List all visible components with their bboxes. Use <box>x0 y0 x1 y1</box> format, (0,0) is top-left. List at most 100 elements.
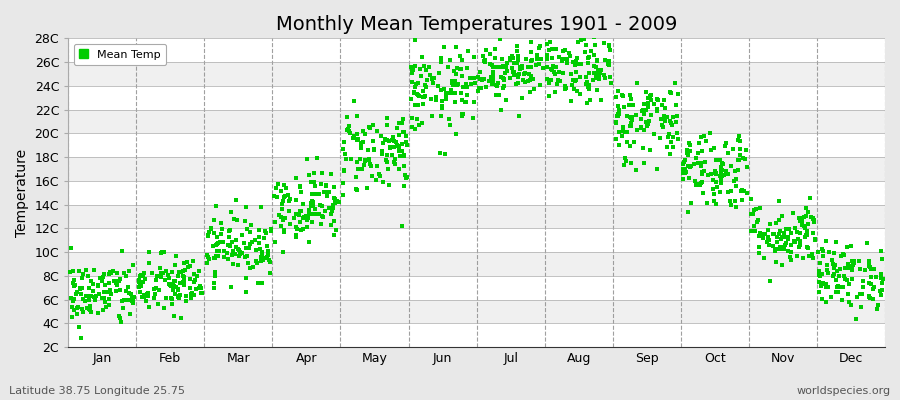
Point <box>312 211 327 218</box>
Point <box>670 136 685 143</box>
Point <box>110 278 124 284</box>
Point <box>806 215 820 222</box>
Point <box>206 280 220 286</box>
Point <box>715 160 729 166</box>
Point <box>238 254 253 260</box>
Bar <box>68 62 885 86</box>
Point <box>142 260 157 266</box>
Point <box>83 305 97 312</box>
Point <box>637 110 652 117</box>
Point <box>814 246 829 252</box>
Point <box>84 309 98 316</box>
Point <box>797 225 812 232</box>
Point <box>752 204 767 211</box>
Point <box>623 143 637 150</box>
Point <box>186 258 201 264</box>
Point <box>289 232 303 238</box>
Point <box>134 282 148 289</box>
Point <box>91 283 105 289</box>
Point <box>370 163 384 169</box>
Point <box>307 179 321 186</box>
Point <box>540 76 554 82</box>
Point <box>516 64 530 71</box>
Point <box>777 230 791 236</box>
Point <box>109 288 123 294</box>
Point <box>670 130 684 136</box>
Point <box>642 118 656 124</box>
Point <box>361 147 375 153</box>
Point <box>482 61 497 67</box>
Point <box>738 156 752 162</box>
Point <box>874 271 888 277</box>
Point <box>104 270 119 276</box>
Point <box>392 132 406 138</box>
Point <box>307 170 321 176</box>
Point <box>258 255 273 262</box>
Point <box>511 113 526 119</box>
Point <box>497 83 511 90</box>
Point <box>386 137 400 144</box>
Point <box>505 65 519 71</box>
Point <box>666 114 680 120</box>
Point <box>780 234 795 240</box>
Point <box>167 278 182 284</box>
Point <box>386 134 400 140</box>
Point <box>862 293 877 299</box>
Point <box>132 278 147 285</box>
Point <box>821 269 835 276</box>
Point <box>814 271 829 278</box>
Point <box>490 83 504 89</box>
Point <box>442 116 456 123</box>
Point <box>564 81 579 88</box>
Point <box>405 78 419 85</box>
Bar <box>68 181 885 205</box>
Point <box>731 157 745 164</box>
Point <box>830 267 844 274</box>
Point <box>425 76 439 82</box>
Point <box>521 64 535 70</box>
Point <box>664 138 679 145</box>
Point <box>398 172 412 178</box>
Point <box>73 286 87 293</box>
Point <box>299 212 313 219</box>
Legend: Mean Temp: Mean Temp <box>74 44 166 65</box>
Point <box>552 54 566 60</box>
Point <box>824 294 838 300</box>
Point <box>239 288 254 295</box>
Point <box>588 42 602 48</box>
Point <box>282 198 296 204</box>
Point <box>721 171 735 178</box>
Point <box>486 68 500 75</box>
Point <box>869 274 884 280</box>
Point <box>592 75 607 82</box>
Point <box>807 216 822 223</box>
Point <box>353 156 367 162</box>
Point <box>708 168 723 174</box>
Point <box>486 64 500 70</box>
Point <box>378 136 392 142</box>
Point <box>509 60 524 66</box>
Point <box>174 315 188 321</box>
Point <box>653 135 668 142</box>
Point <box>638 89 652 96</box>
Point <box>161 281 176 287</box>
Point <box>651 97 665 103</box>
Point <box>547 71 562 77</box>
Bar <box>68 38 885 62</box>
Point <box>381 166 395 172</box>
Point <box>676 166 690 172</box>
Point <box>448 98 463 105</box>
Point <box>443 122 457 129</box>
Point <box>856 284 870 290</box>
Point <box>812 272 826 278</box>
Point <box>534 55 548 62</box>
Point <box>563 71 578 77</box>
Point <box>767 231 781 237</box>
Point <box>498 29 512 35</box>
Point <box>669 102 683 108</box>
Point <box>524 58 538 64</box>
Point <box>294 208 309 214</box>
Point <box>171 295 185 301</box>
Point <box>309 190 323 197</box>
Point <box>708 157 723 164</box>
